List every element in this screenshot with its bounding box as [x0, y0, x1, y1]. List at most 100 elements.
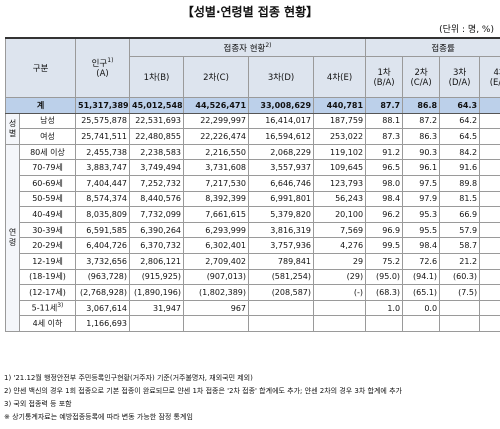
header-sub: (D/A): [448, 78, 471, 88]
value-cell: [479, 252, 500, 270]
value-cell: [183, 315, 250, 332]
header-text: 2차: [414, 68, 428, 78]
value-cell: 96.5: [365, 159, 404, 176]
value-cell: 97.5: [402, 174, 441, 192]
value-cell: 2.8: [479, 159, 500, 176]
value-cell: 86.8: [402, 97, 441, 114]
header-cell: 4차(E/A): [479, 56, 500, 98]
header-text: 1차: [377, 68, 391, 78]
row-label-text: 50-59세: [32, 194, 63, 204]
value-cell: 2,709,402: [183, 252, 250, 270]
value-cell: 22,299,997: [183, 112, 250, 130]
value-cell: 6,646,746: [248, 174, 315, 192]
value-cell: 81.5: [439, 190, 481, 208]
value-cell: 31,947: [129, 299, 185, 317]
value-cell: 3,067,614: [75, 299, 131, 317]
header-cell: 구분: [5, 37, 77, 98]
value-cell: 7,732,099: [129, 206, 185, 223]
header-text: 접종자 현황: [223, 43, 266, 54]
value-cell: 6,591,585: [75, 221, 131, 239]
value-cell: 1.7: [479, 174, 500, 192]
header-sub: (B/A): [373, 78, 395, 88]
table-wrap: 구분 인구1) (A) 접종자 현황2) 접종률 1차(B) 2차(C) 3차(D…: [5, 37, 500, 332]
header-cell: 4차(E): [313, 56, 367, 98]
value-cell: 187,759: [313, 112, 367, 130]
value-cell: 44,526,471: [183, 97, 250, 114]
value-cell: 440,781: [313, 97, 367, 114]
row-label: 12-19세: [18, 252, 77, 270]
header-cell: 2차 (C/A): [402, 56, 441, 98]
value-cell: 7,404,447: [75, 174, 131, 192]
row-label: 40-49세: [18, 206, 77, 223]
value-cell: 22,480,855: [129, 128, 185, 145]
value-cell: [248, 299, 315, 317]
value-cell: (-): [313, 284, 367, 301]
data-row: 성별 남성 25,575,878 22,531,693 22,299,997 16,414…: [5, 112, 500, 145]
value-cell: (915,925): [129, 268, 185, 286]
value-cell: 25,575,878: [75, 112, 131, 130]
header-sub: (E/A): [489, 78, 500, 88]
value-cell: 6,390,264: [129, 221, 185, 239]
value-cell: 253,022: [313, 128, 367, 145]
value-cell: 6,293,999: [183, 221, 250, 239]
value-cell: 7,252,732: [129, 174, 185, 192]
value-cell: 967: [183, 299, 250, 317]
value-cell: 3,732,656: [75, 252, 131, 270]
row-label-text: 여성: [40, 131, 55, 141]
data-row: 20-29세 6,404,726 6,370,732 6,302,401 3,757,9…: [6, 237, 500, 254]
value-cell: 66.9: [439, 206, 481, 223]
row-label: 여성: [18, 128, 77, 145]
group-label: 연령: [5, 143, 20, 332]
value-cell: (907,013): [183, 268, 250, 286]
value-cell: 0.0: [402, 299, 441, 317]
header-cell: 2차(C): [183, 56, 250, 98]
header-text: 인구: [91, 59, 108, 69]
value-cell: 1,166,693: [75, 315, 131, 332]
data-row: 연령 80세 이상 2,455,738 2,238,583 2,216,550 2,068…: [5, 143, 500, 332]
title: 【성별·연령별 접종 현황】: [181, 5, 319, 19]
header-text: 4차: [493, 68, 500, 78]
value-cell: 86.3: [402, 128, 441, 145]
row-label: 50-59세: [18, 190, 77, 208]
value-cell: 109,645: [313, 159, 367, 176]
header-note: 2): [265, 41, 272, 49]
footnote: ※ 상기통계자료는 예방접종등록에 따라 변동 가능한 잠정 통계임: [4, 413, 193, 421]
value-cell: 96.1: [402, 159, 441, 176]
value-cell: (1,802,389): [183, 284, 250, 301]
value-cell: 2,216,550: [183, 143, 250, 161]
header-cell: 인구1) (A): [75, 37, 131, 98]
header-cell: 3차 (D/A): [439, 56, 481, 98]
data-row: (12-17세) (2,768,928) (1,890,196) (1,802,389…: [6, 284, 500, 301]
total-row: 계 51,317,389 45,012,548 44,526,471 33,008,62…: [5, 97, 500, 114]
row-label: (12-17세): [18, 284, 77, 301]
row-label-text: 80세 이상: [30, 147, 65, 157]
data-row: (18-19세) (963,728) (915,925) (907,013) (581,…: [6, 268, 500, 286]
value-cell: 7,569: [313, 221, 367, 239]
value-cell: [439, 315, 481, 332]
value-cell: 95.5: [402, 221, 441, 239]
value-cell: 3,731,608: [183, 159, 250, 176]
value-cell: 5,379,820: [248, 206, 315, 223]
value-cell: 51,317,389: [75, 97, 131, 114]
row-label: 80세 이상: [18, 143, 77, 161]
row-label: 20-29세: [18, 237, 77, 254]
row-label-text: (12-17세): [29, 287, 66, 297]
table-body: 계 51,317,389 45,012,548 44,526,471 33,008,62…: [5, 97, 500, 332]
row-label-text: 5-11세: [31, 303, 58, 313]
value-cell: 87.7: [365, 97, 404, 114]
value-cell: 3,749,494: [129, 159, 185, 176]
value-cell: 2,455,738: [75, 143, 131, 161]
value-cell: 2,806,121: [129, 252, 185, 270]
value-cell: 3,557,937: [248, 159, 315, 176]
value-cell: 8,440,576: [129, 190, 185, 208]
data-row: 12-19세 3,732,656 2,806,121 2,709,402 789,841…: [6, 252, 500, 270]
value-cell: 98.4: [365, 190, 404, 208]
row-label-text: (18-19세): [29, 272, 66, 282]
unit: (단위 : 명, %): [439, 25, 494, 35]
header-cell: 접종률: [365, 37, 500, 57]
value-cell: 1.0: [479, 128, 500, 145]
table: 구분 인구1) (A) 접종자 현황2) 접종률 1차(B) 2차(C) 3차(D…: [5, 37, 500, 332]
value-cell: 0.7: [479, 112, 500, 130]
value-cell: 6,302,401: [183, 237, 250, 254]
value-cell: 7,217,530: [183, 174, 250, 192]
